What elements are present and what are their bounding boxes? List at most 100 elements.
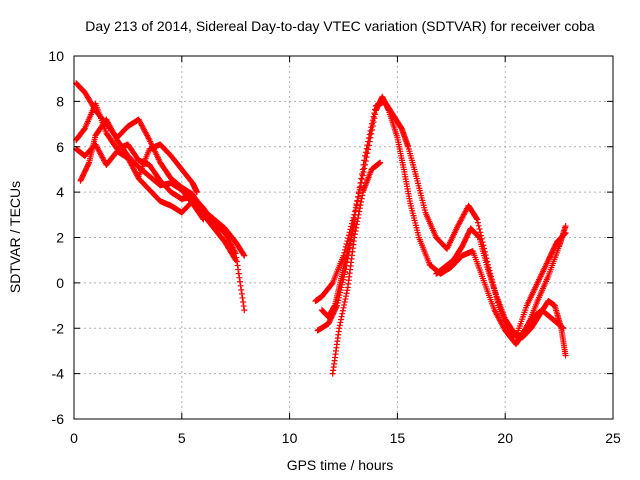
x-tick-label: 5 — [178, 430, 186, 446]
data-point — [338, 313, 345, 320]
data-point — [473, 215, 480, 222]
data-point — [341, 301, 348, 308]
data-point — [351, 220, 358, 227]
data-point — [363, 145, 370, 152]
data-point — [366, 131, 373, 138]
data-point — [371, 110, 378, 117]
y-tick-label: 8 — [56, 93, 64, 109]
data-point — [475, 233, 482, 240]
data-point — [357, 202, 364, 209]
data-point — [365, 138, 372, 145]
x-tick-label: 0 — [70, 430, 78, 446]
data-point — [354, 215, 361, 222]
data-point — [336, 325, 343, 332]
y-tick-label: 6 — [56, 139, 64, 155]
data-point — [237, 282, 244, 289]
y-tick-label: 0 — [56, 275, 64, 291]
data-point — [358, 198, 365, 205]
data-point — [343, 290, 350, 297]
data-point — [369, 117, 376, 124]
x-tick-label: 10 — [282, 430, 298, 446]
data-point — [368, 124, 375, 131]
y-tick-label: -6 — [52, 411, 65, 427]
data-point — [474, 216, 481, 223]
series-track-9 — [318, 220, 358, 320]
y-tick-label: 2 — [56, 230, 64, 246]
data-point — [355, 193, 362, 200]
data-point — [475, 222, 482, 229]
data-point — [200, 216, 207, 223]
data-point — [340, 252, 347, 259]
data-point — [562, 223, 569, 230]
data-point — [358, 176, 365, 183]
data-point — [240, 298, 247, 305]
data-point — [339, 310, 346, 317]
data-point — [235, 266, 242, 273]
x-tick-label: 15 — [390, 430, 406, 446]
data-point — [356, 205, 363, 212]
data-point — [236, 274, 243, 281]
y-axis-label: SDTVAR / TECUs — [7, 181, 23, 293]
data-point — [377, 159, 384, 166]
data-point — [362, 152, 369, 159]
data-point — [355, 211, 362, 218]
series-track-8 — [329, 159, 384, 377]
data-point — [562, 229, 569, 236]
data-point — [193, 189, 200, 196]
axis-ticks: 0 5 10 15 20 25 -6 -4 -2 0 2 4 6 8 10 — [48, 48, 621, 446]
x-tick-label: 20 — [497, 430, 513, 446]
data-point — [240, 303, 247, 310]
data-point — [353, 202, 360, 209]
data-point — [85, 160, 92, 167]
y-tick-label: 10 — [48, 48, 64, 64]
data-point — [476, 226, 483, 233]
y-tick-label: 4 — [56, 184, 64, 200]
data-point — [239, 294, 246, 301]
data-point — [342, 293, 349, 300]
data-point — [359, 166, 366, 173]
y-tick-label: -4 — [52, 366, 65, 382]
data-point — [367, 127, 374, 134]
data-point — [199, 215, 206, 222]
data-point — [561, 230, 568, 237]
data-point — [336, 322, 343, 329]
x-tick-label: 25 — [605, 430, 621, 446]
series-track-5 — [135, 141, 200, 196]
data-point — [365, 134, 372, 141]
data-point — [337, 319, 344, 326]
data-point — [342, 296, 349, 303]
data-point — [339, 307, 346, 314]
series-track-10 — [433, 225, 569, 359]
data-point — [241, 307, 248, 314]
x-axis-label: GPS time / hours — [287, 457, 394, 473]
data-point — [361, 157, 368, 164]
data-point — [356, 208, 363, 215]
chart-title: Day 213 of 2014, Sidereal Day-to-day VTE… — [85, 18, 595, 34]
data-point — [474, 219, 481, 226]
series-track-11 — [512, 229, 569, 341]
data-point — [241, 252, 248, 259]
data-point — [238, 286, 245, 293]
data-point — [352, 207, 359, 214]
data-point — [360, 161, 367, 168]
data-point — [234, 262, 241, 269]
data-point — [358, 170, 365, 177]
grid-lines — [74, 56, 613, 419]
data-point — [341, 298, 348, 305]
series-track-4 — [77, 116, 207, 223]
data-point — [352, 228, 359, 235]
data-point — [362, 149, 369, 156]
data-point — [372, 106, 379, 113]
data-point — [357, 180, 364, 187]
data-point — [237, 278, 244, 285]
data-point — [475, 233, 482, 240]
data-point — [238, 290, 245, 297]
data-point — [338, 316, 345, 323]
data-point — [340, 304, 347, 311]
data-point — [240, 251, 247, 258]
data-point — [359, 192, 366, 199]
y-tick-label: -2 — [52, 320, 65, 336]
data-point — [358, 175, 365, 182]
series-track-2 — [73, 100, 248, 314]
